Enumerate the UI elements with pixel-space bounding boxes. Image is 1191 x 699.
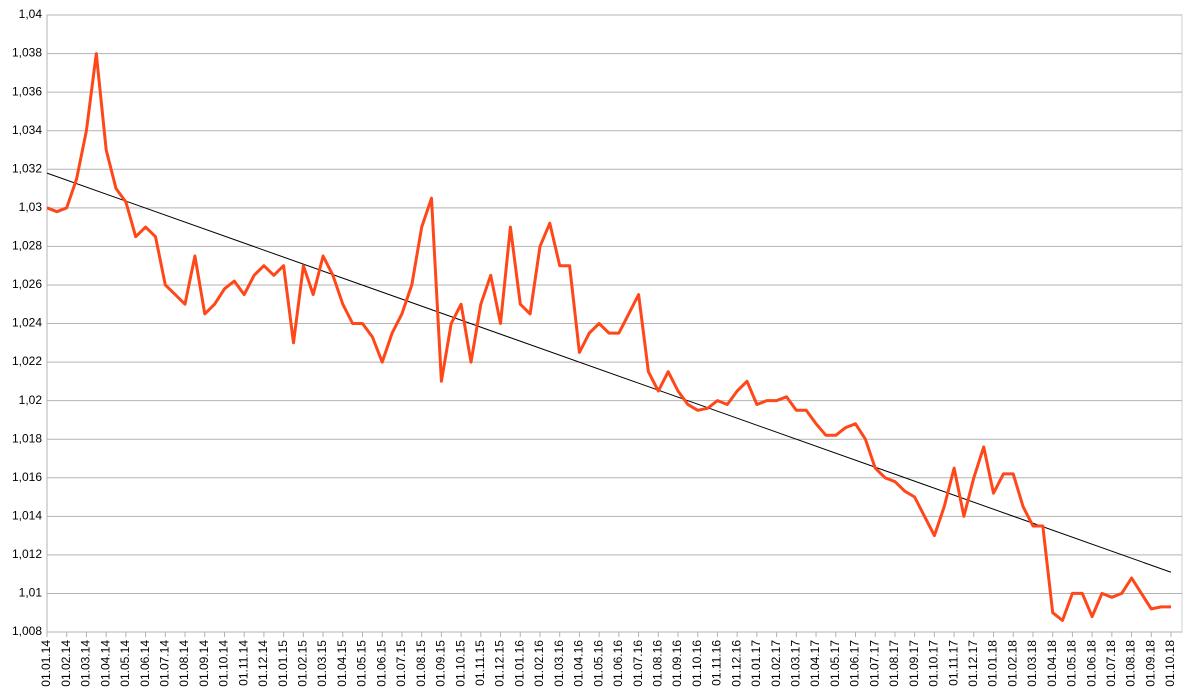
- y-tick-label: 1,034: [12, 123, 42, 137]
- x-tick-label: 01.05.17: [828, 640, 842, 687]
- y-tick-label: 1,014: [12, 508, 42, 522]
- y-tick-label: 1,018: [12, 431, 42, 445]
- x-tick-label: 01.05.16: [591, 640, 605, 687]
- y-tick-label: 1,028: [12, 239, 42, 253]
- y-tick-label: 1,038: [12, 46, 42, 60]
- y-tick-label: 1,01: [19, 586, 43, 600]
- x-tick-label: 01.04.14: [98, 640, 112, 687]
- x-tick-label: 01.04.15: [335, 640, 349, 687]
- x-tick-label: 01.12.17: [966, 640, 980, 687]
- x-tick-label: 01.10.18: [1163, 640, 1177, 687]
- x-tick-label: 01.05.18: [1065, 640, 1079, 687]
- x-tick-label: 01.10.14: [217, 640, 231, 687]
- x-tick-label: 01.07.15: [394, 640, 408, 687]
- y-tick-label: 1,024: [12, 316, 42, 330]
- x-tick-label: 01.06.15: [374, 640, 388, 687]
- x-tick-label: 01.02.14: [59, 640, 73, 687]
- x-tick-label: 01.07.18: [1104, 640, 1118, 687]
- x-tick-label: 01.06.14: [138, 640, 152, 687]
- data-line: [46, 52, 1171, 622]
- x-tick-label: 01.03.16: [552, 640, 566, 687]
- x-tick-label: 01.11.16: [710, 640, 724, 686]
- x-tick-label: 01.03.15: [315, 640, 329, 687]
- y-tick-label: 1,008: [12, 624, 42, 638]
- x-tick-label: 01.12.16: [729, 640, 743, 687]
- x-tick-label: 01.11.17: [946, 640, 960, 686]
- x-tick-label: 01.01.14: [39, 640, 53, 687]
- x-tick-label: 01.08.18: [1124, 640, 1138, 687]
- x-tick-label: 01.12.15: [493, 640, 507, 687]
- x-tick-label: 01.10.17: [927, 640, 941, 687]
- x-tick-label: 01.09.14: [197, 640, 211, 687]
- x-tick-label: 01.02.18: [1005, 640, 1019, 687]
- x-tick-label: 01.08.15: [414, 640, 428, 687]
- x-tick-label: 01.01.18: [986, 640, 1000, 687]
- x-tick-label: 01.03.14: [79, 640, 93, 687]
- x-tick-label: 01.05.14: [118, 640, 132, 687]
- y-tick-label: 1,032: [12, 161, 42, 175]
- x-tick-label: 01.07.16: [631, 640, 645, 687]
- x-tick-label: 01.01.17: [749, 640, 763, 687]
- y-tick-label: 1,016: [12, 470, 42, 484]
- x-tick-label: 01.02.17: [769, 640, 783, 687]
- x-tick-label: 01.09.15: [434, 640, 448, 687]
- x-tick-label: 01.02.16: [532, 640, 546, 687]
- x-tick-label: 01.01.15: [276, 640, 290, 687]
- x-tick-label: 01.04.16: [572, 640, 586, 687]
- y-tick-label: 1,02: [19, 393, 43, 407]
- x-tick-label: 01.07.17: [867, 640, 881, 687]
- x-tick-label: 01.11.15: [473, 640, 487, 686]
- x-tick-label: 01.08.14: [177, 640, 191, 687]
- y-tick-label: 1,012: [12, 547, 42, 561]
- x-tick-label: 01.06.17: [848, 640, 862, 687]
- x-tick-label: 01.04.17: [808, 640, 822, 687]
- x-tick-label: 01.03.18: [1025, 640, 1039, 687]
- x-tick-label: 01.10.15: [453, 640, 467, 687]
- x-tick-label: 01.04.18: [1045, 640, 1059, 687]
- x-tick-label: 01.08.16: [650, 640, 664, 687]
- x-tick-label: 01.05.15: [355, 640, 369, 687]
- x-tick-label: 01.03.17: [789, 640, 803, 687]
- x-tick-label: 01.08.17: [887, 640, 901, 687]
- x-tick-label: 01.06.18: [1084, 640, 1098, 687]
- x-tick-label: 01.11.14: [236, 640, 250, 686]
- x-tick-label: 01.07.14: [157, 640, 171, 687]
- y-tick-label: 1,04: [19, 7, 43, 21]
- x-tick-label: 01.12.14: [256, 640, 270, 687]
- y-tick-label: 1,03: [19, 200, 43, 214]
- x-tick-label: 01.06.16: [611, 640, 625, 687]
- x-tick-label: 01.01.16: [512, 640, 526, 687]
- y-tick-label: 1,026: [12, 277, 42, 291]
- x-tick-label: 01.09.18: [1143, 640, 1157, 687]
- y-tick-label: 1,022: [12, 354, 42, 368]
- x-tick-label: 01.09.16: [670, 640, 684, 687]
- y-tick-label: 1,036: [12, 84, 42, 98]
- trend-line: [46, 172, 1172, 573]
- x-tick-label: 01.09.17: [907, 640, 921, 687]
- x-tick-label: 01.10.16: [690, 640, 704, 687]
- x-tick-label: 01.02.15: [296, 640, 310, 687]
